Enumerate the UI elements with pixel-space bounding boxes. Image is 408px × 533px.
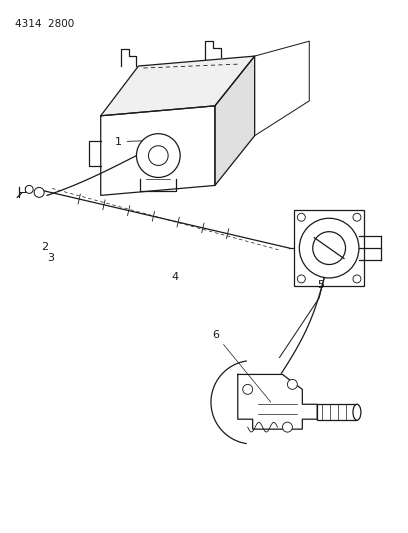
Circle shape xyxy=(136,134,180,177)
Text: 4314  2800: 4314 2800 xyxy=(15,19,75,29)
Circle shape xyxy=(297,213,305,221)
Text: 4: 4 xyxy=(171,272,178,282)
Circle shape xyxy=(297,275,305,283)
Circle shape xyxy=(282,422,293,432)
Text: 2: 2 xyxy=(41,242,48,252)
Bar xyxy=(295,211,364,286)
Text: 3: 3 xyxy=(47,253,54,263)
Circle shape xyxy=(353,213,361,221)
Text: 5: 5 xyxy=(317,280,324,290)
Circle shape xyxy=(313,232,346,264)
Bar xyxy=(317,404,357,420)
Text: 6: 6 xyxy=(212,329,271,402)
Polygon shape xyxy=(101,106,215,196)
Circle shape xyxy=(243,384,253,394)
Circle shape xyxy=(299,218,359,278)
Circle shape xyxy=(25,185,33,193)
Circle shape xyxy=(287,379,297,389)
Ellipse shape xyxy=(353,404,361,420)
Circle shape xyxy=(149,146,168,165)
Circle shape xyxy=(34,188,44,197)
Polygon shape xyxy=(238,375,317,429)
Polygon shape xyxy=(215,56,255,185)
Circle shape xyxy=(353,275,361,283)
Text: 1: 1 xyxy=(115,136,146,147)
Polygon shape xyxy=(101,56,255,116)
